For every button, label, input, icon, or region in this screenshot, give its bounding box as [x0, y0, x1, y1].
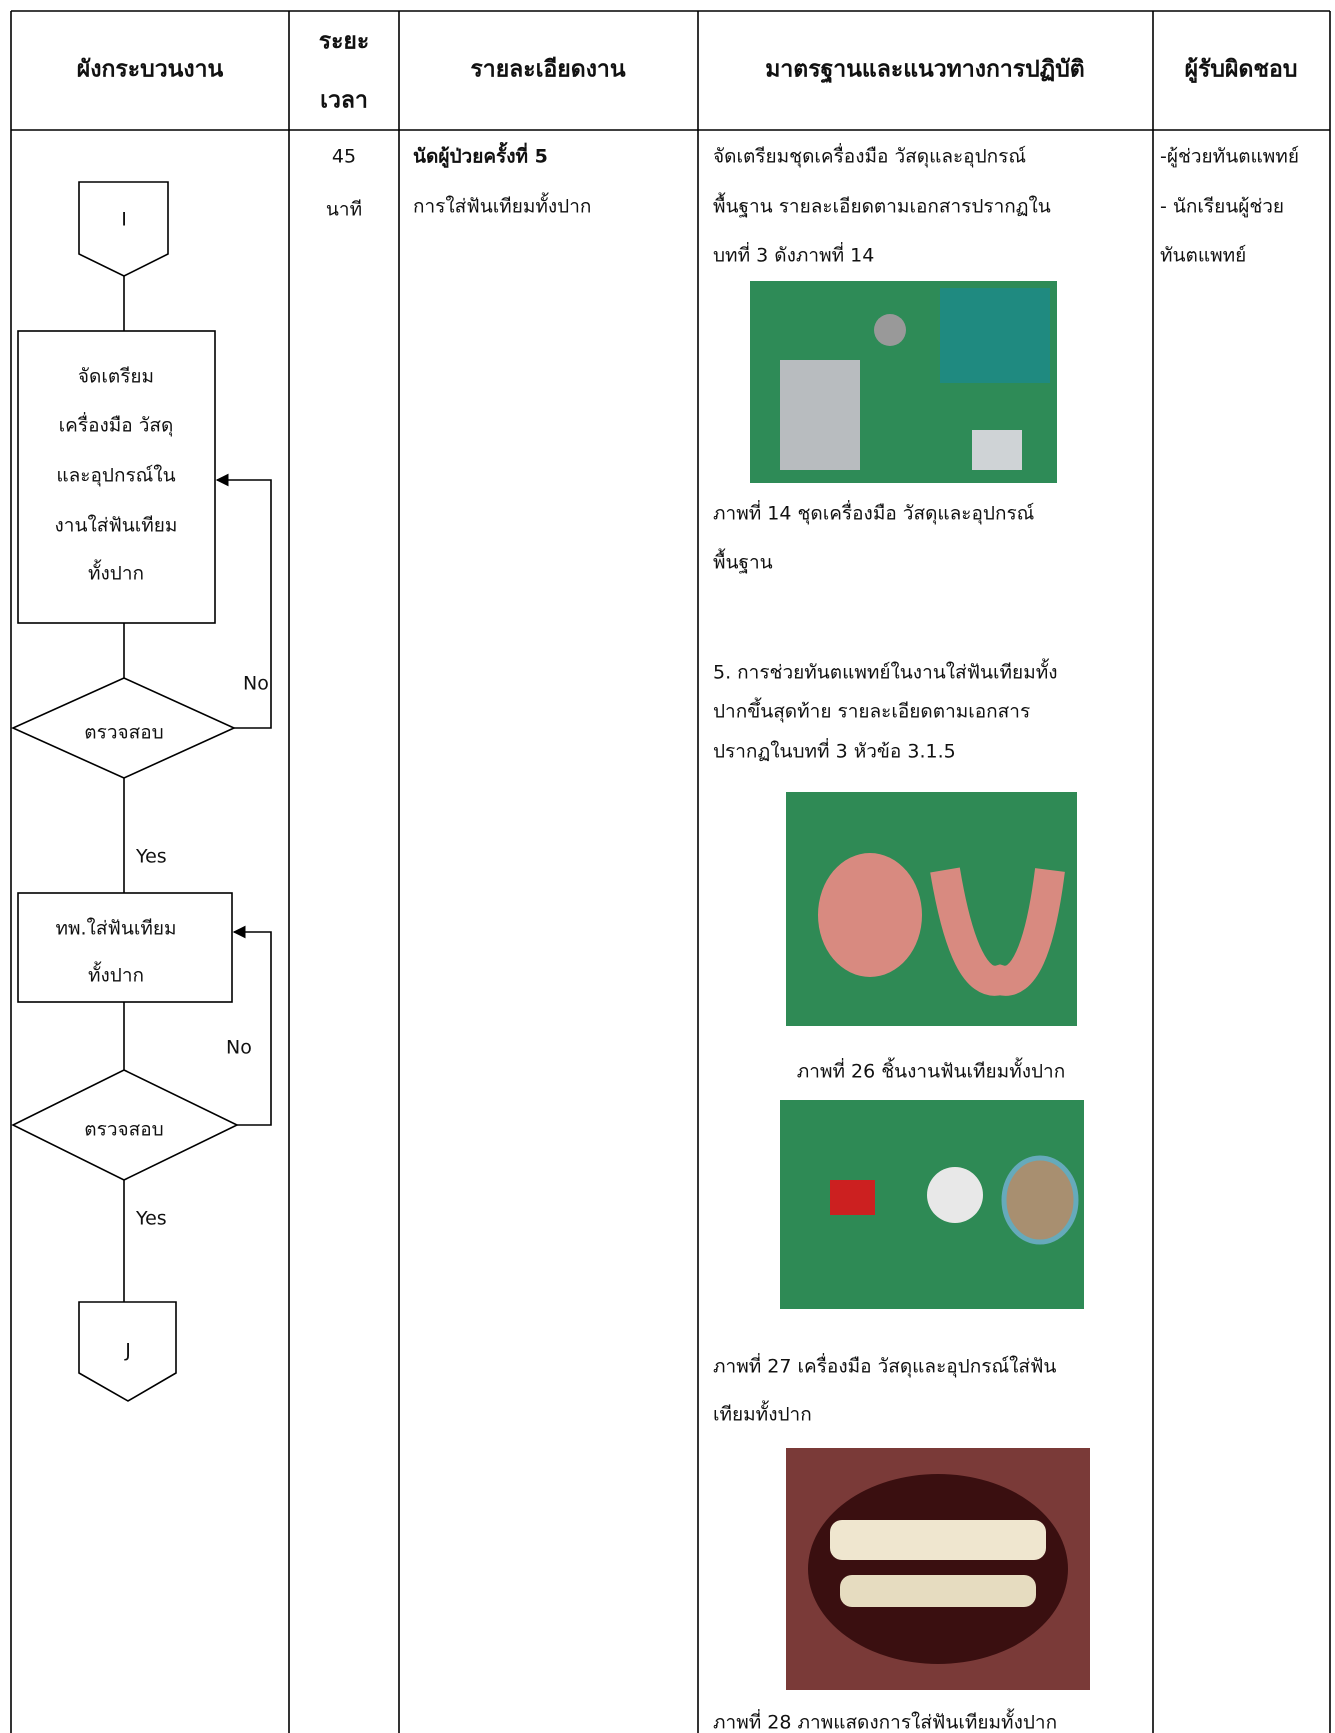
- edge-label: Yes: [135, 846, 167, 868]
- node-label: ทั้งปาก: [88, 560, 144, 585]
- table-grid: [10, 10, 1331, 1733]
- photo: [786, 1448, 1090, 1690]
- edge-label: No: [243, 673, 269, 695]
- header: ผู้รับผิดชอบ: [1185, 57, 1298, 84]
- duration: 45: [332, 146, 356, 168]
- process-box: [17, 892, 233, 1003]
- node-label: เครื่องมือ วัสดุ: [59, 412, 174, 438]
- photo: [786, 792, 1077, 1026]
- connector: [78, 181, 169, 277]
- node-label: จัดเตรียม: [78, 366, 154, 388]
- details-text: การใส่ฟันเทียมทั้งปาก: [413, 193, 591, 218]
- details-title: นัดผู้ป่วยครั้งที่ 5: [413, 142, 548, 169]
- caption: ภาพที่ 28 ภาพแสดงการใส่ฟันเทียมทั้งปาก: [713, 1709, 1057, 1733]
- header: เวลา: [320, 88, 368, 114]
- caption: ภาพที่ 14 ชุดเครื่องมือ วัสดุและอุปกรณ์: [713, 500, 1034, 526]
- photo: [750, 281, 1057, 483]
- paragraph: 5. การช่วยทันตแพทย์ในงานใส่ฟันเทียมทั้ง: [713, 659, 1058, 684]
- node-label: J: [124, 1340, 131, 1362]
- node-label: ทั้งปาก: [88, 962, 144, 987]
- node-label: ตรวจสอบ: [84, 1119, 163, 1141]
- caption: เทียมทั้งปาก: [713, 1401, 812, 1426]
- paragraph: บทที่ 3 ดังภาพที่ 14: [713, 242, 874, 267]
- process-box: [17, 330, 216, 624]
- header: ระยะ: [319, 29, 370, 55]
- header: ผังกระบวนงาน: [77, 57, 224, 83]
- node-label: ตรวจสอบ: [84, 722, 163, 744]
- edge-label: Yes: [135, 1208, 167, 1230]
- header: รายละเอียดงาน: [470, 57, 625, 83]
- caption: ภาพที่ 26 ชิ้นงานฟันเทียมทั้งปาก: [797, 1058, 1065, 1083]
- header: มาตรฐานและแนวทางการปฏิบัติ: [765, 57, 1085, 84]
- node-label: และอุปกรณ์ใน: [56, 465, 175, 488]
- node-label: ทพ.ใส่ฟันเทียม: [55, 918, 176, 940]
- node-label: งานใส่ฟันเทียม: [55, 515, 178, 537]
- paragraph: พื้นฐาน รายละเอียดตามเอกสารปรากฏใน: [713, 193, 1051, 218]
- responsible: -ผู้ช่วยทันตแพทย์: [1160, 146, 1299, 168]
- duration: นาที: [326, 199, 362, 221]
- flowchart: I จัดเตรียม เครื่องมือ วัสดุ และอุปกรณ์ใ…: [11, 181, 272, 1402]
- responsible: ทันตแพทย์: [1160, 245, 1246, 267]
- paragraph: ปรากฏในบทที่ 3 หัวข้อ 3.1.5: [713, 738, 956, 763]
- caption: พื้นฐาน: [713, 549, 773, 574]
- node-label: I: [121, 209, 127, 231]
- paragraph: จัดเตรียมชุดเครื่องมือ วัสดุและอุปกรณ์: [713, 143, 1026, 169]
- photo: [780, 1100, 1084, 1309]
- caption: ภาพที่ 27 เครื่องมือ วัสดุและอุปกรณ์ใส่ฟ…: [713, 1353, 1056, 1379]
- edge-label: No: [226, 1037, 252, 1059]
- responsible: - นักเรียนผู้ช่วย: [1160, 196, 1284, 218]
- connector: [78, 1301, 177, 1402]
- paragraph: ปากขึ้นสุดท้าย รายละเอียดตามเอกสาร: [713, 698, 1030, 724]
